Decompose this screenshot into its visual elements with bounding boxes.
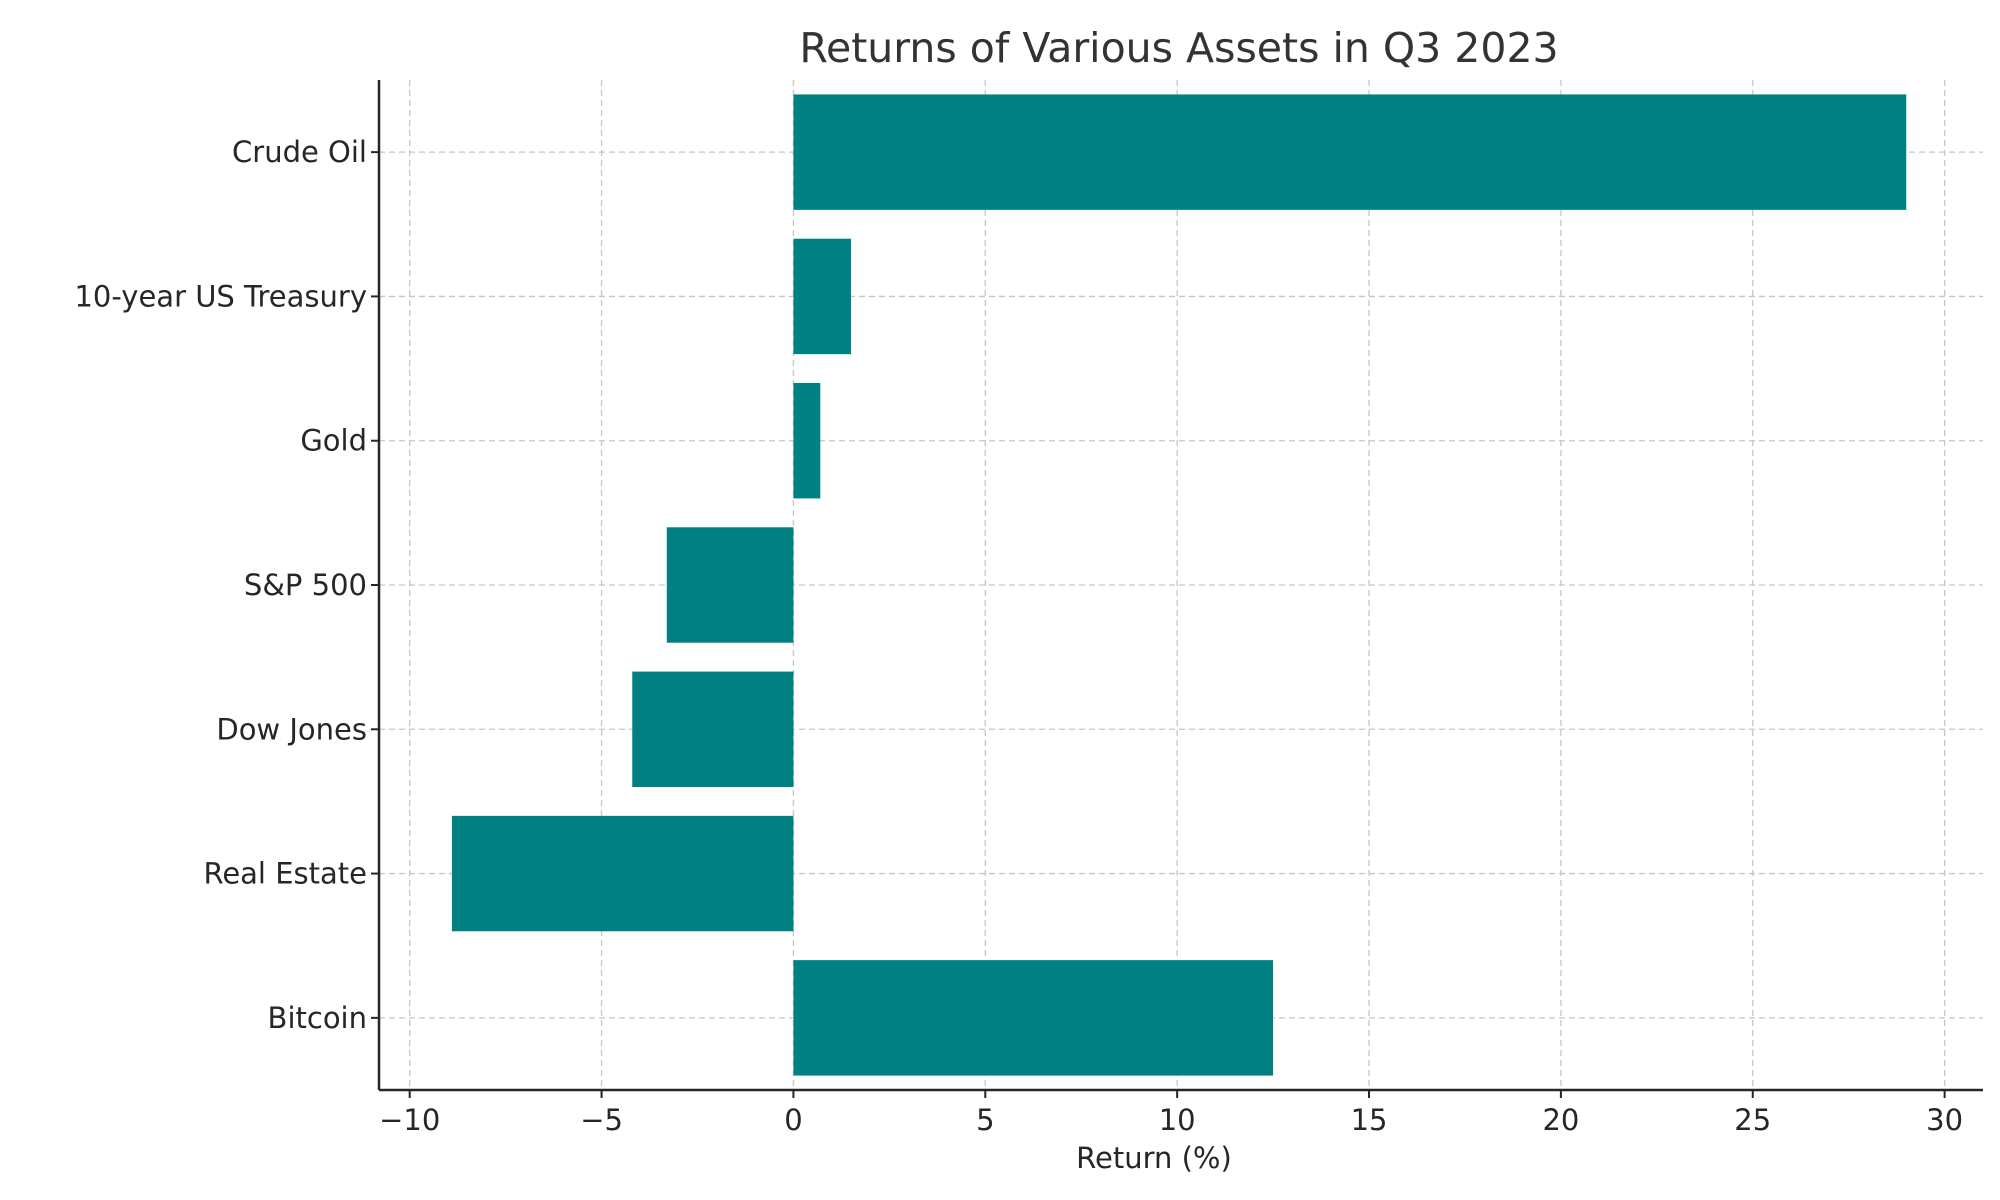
y-tick-label: S&P 500	[244, 568, 367, 602]
grid	[379, 80, 1983, 1090]
x-tick-label: 5	[976, 1103, 994, 1137]
x-tick-label: 20	[1542, 1103, 1579, 1137]
x-tick-label: 15	[1351, 1103, 1388, 1137]
bar-dow-jones	[632, 671, 794, 787]
x-tick-label: −10	[379, 1103, 440, 1137]
x-tick-label: −5	[580, 1103, 623, 1137]
bar-bitcoin	[793, 960, 1274, 1076]
y-tick-label: Bitcoin	[268, 1001, 367, 1035]
bars	[451, 94, 1907, 1076]
bar-10-year-us-treasury	[793, 238, 851, 355]
ticks: −10 −5 0 5 10 15 20 25 30 Bitcoin Real Estate Dow J…	[74, 135, 1963, 1137]
bar-s-p-500	[666, 527, 794, 643]
x-tick-label: 10	[1159, 1103, 1196, 1137]
y-tick-label: Real Estate	[203, 857, 367, 891]
x-axis-label: Return (%)	[1076, 1141, 1232, 1175]
y-tick-label: 10-year US Treasury	[74, 279, 367, 313]
bar-real-estate	[451, 815, 794, 932]
y-tick-label: Crude Oil	[232, 135, 367, 169]
bar-gold	[793, 383, 821, 499]
y-tick-label: Gold	[300, 424, 367, 458]
x-tick-label: 0	[784, 1103, 802, 1137]
bar-crude-oil	[793, 94, 1907, 210]
chart-title: Returns of Various Assets in Q3 2023	[799, 24, 1558, 72]
x-tick-label: 30	[1926, 1103, 1963, 1137]
y-tick-label: Dow Jones	[216, 712, 367, 746]
x-tick-label: 25	[1734, 1103, 1771, 1137]
